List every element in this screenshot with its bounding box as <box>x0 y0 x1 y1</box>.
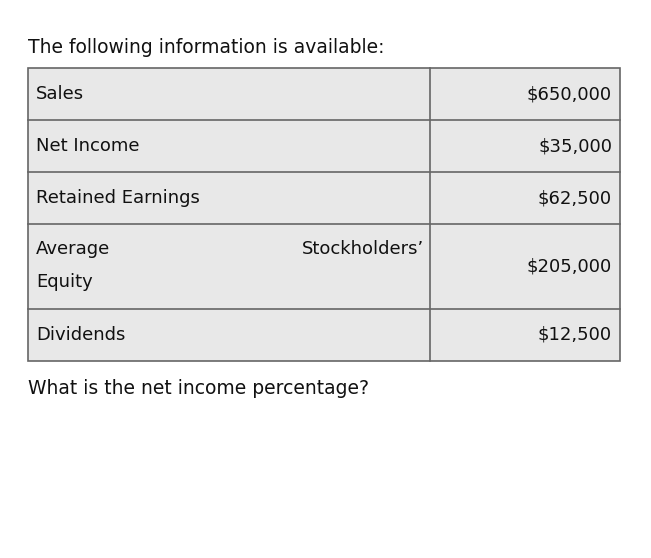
Bar <box>28 224 430 309</box>
Bar <box>28 309 430 361</box>
Bar <box>28 68 430 120</box>
Text: Equity: Equity <box>36 273 92 291</box>
Bar <box>430 224 620 309</box>
Text: $650,000: $650,000 <box>527 85 612 103</box>
Bar <box>430 68 620 120</box>
Text: $62,500: $62,500 <box>538 189 612 207</box>
Text: $12,500: $12,500 <box>538 326 612 344</box>
Text: Sales: Sales <box>36 85 84 103</box>
Bar <box>430 120 620 172</box>
Text: What is the net income percentage?: What is the net income percentage? <box>28 379 369 398</box>
Text: $35,000: $35,000 <box>538 137 612 155</box>
Bar <box>28 172 430 224</box>
Text: $205,000: $205,000 <box>527 257 612 276</box>
Bar <box>28 120 430 172</box>
Bar <box>430 309 620 361</box>
Text: The following information is available:: The following information is available: <box>28 38 385 57</box>
Text: Retained Earnings: Retained Earnings <box>36 189 200 207</box>
Bar <box>430 172 620 224</box>
Bar <box>28 68 620 361</box>
Text: Dividends: Dividends <box>36 326 126 344</box>
Text: Net Income: Net Income <box>36 137 139 155</box>
Text: Stockholders’: Stockholders’ <box>302 240 424 258</box>
Text: Average: Average <box>36 240 110 258</box>
